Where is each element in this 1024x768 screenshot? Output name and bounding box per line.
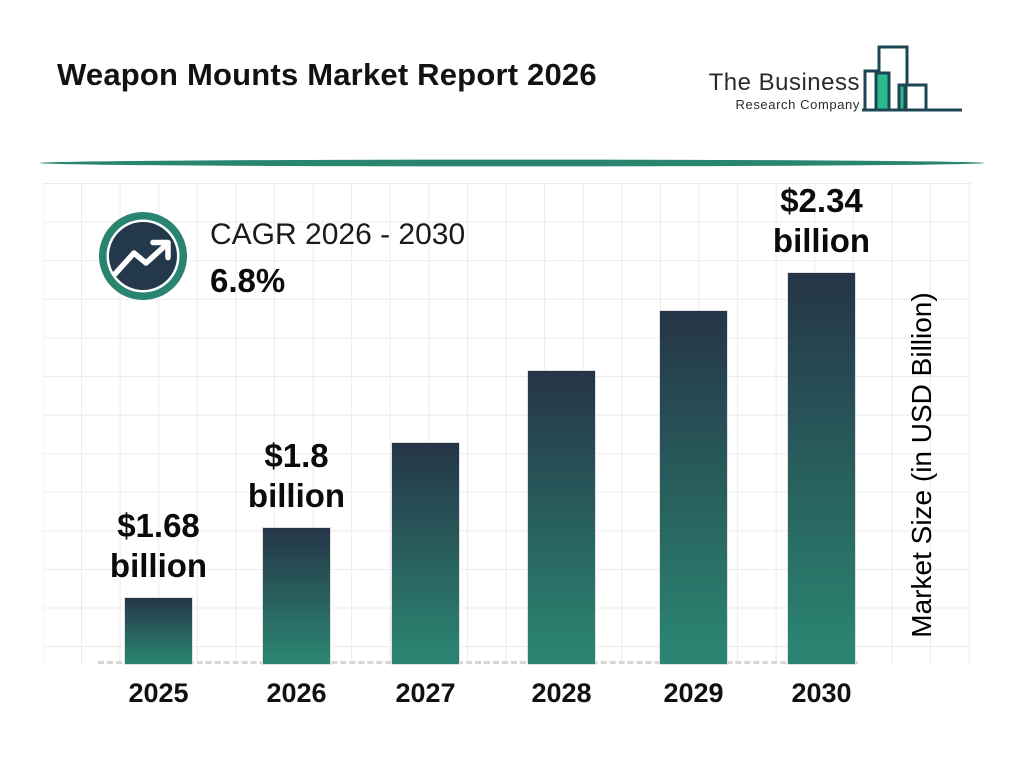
bar-2026 [263,528,330,664]
header-divider-line [40,159,984,167]
logo-name: The Business [708,69,860,96]
bar-2030 [788,273,855,664]
x-tick-2028: 2028 [531,678,592,708]
page-title: Weapon Mounts Market Report 2026 [57,57,597,92]
trend-up-icon [99,212,187,300]
bar-2025 [125,598,192,664]
bar-2028 [528,371,595,664]
x-tick-2025: 2025 [128,678,189,708]
cagr-label: CAGR 2026 - 2030 [210,218,466,251]
value-label-2025: $1.68 billion [109,507,208,584]
cagr-value: 6.8% [210,262,286,299]
y-axis-label: Market Size (in USD Billion) [906,292,937,638]
logo-subname: Research Company [735,97,860,112]
x-axis-baseline [98,661,858,664]
bar-2027 [392,443,459,664]
value-label-2030: $2.34 billion [772,182,871,259]
x-tick-2029: 2029 [663,678,724,708]
bar-2029 [660,311,727,664]
x-tick-2030: 2030 [791,678,852,708]
x-tick-2026: 2026 [266,678,327,708]
value-label-2026: $1.8 billion [247,437,346,514]
x-tick-2027: 2027 [395,678,456,708]
logo-bars-icon [862,45,962,112]
company-logo-text: The Business Research Company [708,69,860,113]
